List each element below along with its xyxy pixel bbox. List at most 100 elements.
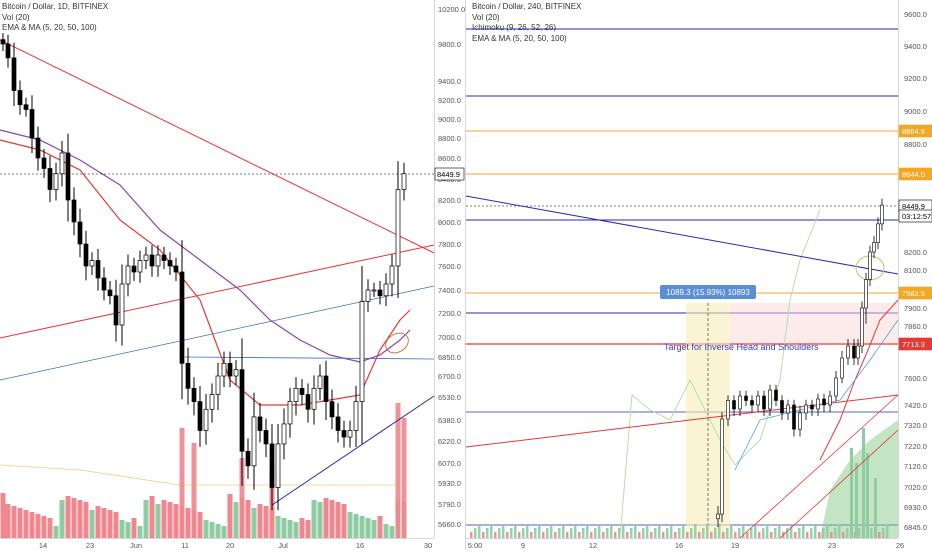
left-candle-body xyxy=(5,43,11,59)
left-volume-bar xyxy=(197,512,203,538)
left-volume-bar xyxy=(305,520,311,538)
right-volume-bar xyxy=(758,532,761,538)
right-volume-bar xyxy=(786,528,789,538)
right-ema-blue xyxy=(734,319,899,471)
left-time-tick: 20 xyxy=(226,541,234,550)
right-volume-bar xyxy=(658,524,661,538)
right-price-label: 03:12:57 xyxy=(902,212,931,221)
right-volume-bar xyxy=(550,524,553,538)
right-down-trendline xyxy=(465,195,899,275)
left-candle-body xyxy=(221,362,227,377)
right-candle-body xyxy=(744,395,748,401)
left-volume-bar xyxy=(317,502,323,538)
right-volume-bar xyxy=(858,528,861,538)
left-volume-bar xyxy=(353,514,359,538)
left-volume-bar xyxy=(29,512,35,538)
left-candle-body xyxy=(155,254,161,267)
left-volume-bar xyxy=(47,518,53,538)
target-annotation: Target for Inverse Head and Shoulders xyxy=(664,342,819,352)
left-candle-body xyxy=(383,283,389,297)
left-candle-body xyxy=(47,168,53,190)
right-volume-bar xyxy=(638,532,641,538)
right-candle-body xyxy=(768,389,772,410)
left-volume-bar xyxy=(239,458,245,538)
left-volume-bar xyxy=(95,506,101,538)
left-candle-body xyxy=(119,283,125,326)
left-volume-bar xyxy=(53,526,59,538)
right-volume-bar xyxy=(470,532,473,538)
right-volume-bar xyxy=(506,532,509,538)
left-candle-body xyxy=(251,416,257,467)
right-volume-bar xyxy=(710,532,713,538)
left-price-tick: 5930.0 xyxy=(438,479,461,488)
right-volume-bar xyxy=(814,524,817,538)
left-time-tick: Jul xyxy=(278,541,288,550)
right-volume-bar xyxy=(486,528,489,538)
right-candle-body xyxy=(864,279,868,309)
left-candle-body xyxy=(143,254,149,261)
left-price-tick: 7400.0 xyxy=(438,286,461,295)
right-volume-bar xyxy=(626,532,629,538)
right-price-tick: 7320.0 xyxy=(904,421,927,430)
left-volume-bar xyxy=(335,502,341,538)
left-candle-body xyxy=(209,394,215,410)
right-volume-bar xyxy=(822,528,825,538)
left-time-tick: Jun xyxy=(130,541,142,550)
right-volume-bar xyxy=(614,532,617,538)
left-price-tick: 10200.0 xyxy=(438,5,465,14)
right-volume-bar xyxy=(838,524,841,538)
left-candle-body xyxy=(113,295,119,326)
right-price-tick: 7120.0 xyxy=(904,462,927,471)
left-ema-line xyxy=(0,139,411,406)
right-volume-bar xyxy=(578,532,581,538)
right-candle-body xyxy=(868,251,872,280)
left-price-tick: 9400.0 xyxy=(438,77,461,86)
right-volume-bar xyxy=(618,528,621,538)
right-candle-body xyxy=(732,400,736,410)
left-price-tick: 5660.0 xyxy=(438,520,461,529)
target-zone xyxy=(730,303,898,343)
left-volume-bar xyxy=(329,500,335,538)
left-volume-bar xyxy=(77,500,83,538)
right-time-tick: 9 xyxy=(521,541,525,550)
right-volume-bar xyxy=(682,524,685,538)
left-volume-bar xyxy=(347,512,353,538)
left-candle-body xyxy=(305,394,311,410)
left-volume-bar xyxy=(281,518,287,538)
right-volume-bar xyxy=(810,528,813,538)
ichimoku-lagging-span xyxy=(619,209,821,539)
right-candle-body xyxy=(810,404,814,410)
right-volume-bar xyxy=(742,524,745,538)
right-volume-bar xyxy=(686,532,689,538)
right-price-tick: 7900.0 xyxy=(904,304,927,313)
right-candle-body xyxy=(852,345,856,359)
left-candle-body xyxy=(0,39,6,45)
left-last-price-label: 8449.9 xyxy=(437,170,460,179)
left-ma-line xyxy=(0,129,411,363)
right-volume-bar xyxy=(678,528,681,538)
right-candle-body xyxy=(840,357,844,379)
left-candle-body xyxy=(323,375,329,402)
right-volume-bar xyxy=(870,528,873,538)
right-candle-body xyxy=(750,400,754,406)
left-down-trendline xyxy=(0,39,435,254)
right-time-tick: 26 xyxy=(896,541,904,550)
right-volume-bar xyxy=(842,532,845,538)
right-volume-bar xyxy=(602,532,605,538)
right-volume-bar xyxy=(666,528,669,538)
left-candle-body xyxy=(401,173,407,190)
right-volume-bar xyxy=(750,528,753,538)
left-candle-body xyxy=(107,289,113,297)
measure-label: 1089.3 (15.93%) 10893 xyxy=(666,288,750,297)
right-volume-bar xyxy=(866,453,869,538)
left-volume-bar xyxy=(137,526,143,538)
right-price-tick: 8100.0 xyxy=(904,266,927,275)
right-volume-bar xyxy=(586,524,589,538)
right-volume-bar xyxy=(762,528,765,538)
right-support-line xyxy=(739,394,899,539)
left-volume-bar xyxy=(395,403,401,538)
left-volume-bar xyxy=(107,510,113,538)
left-candle-body xyxy=(299,388,305,395)
right-price-tick: 9200.0 xyxy=(904,74,927,83)
